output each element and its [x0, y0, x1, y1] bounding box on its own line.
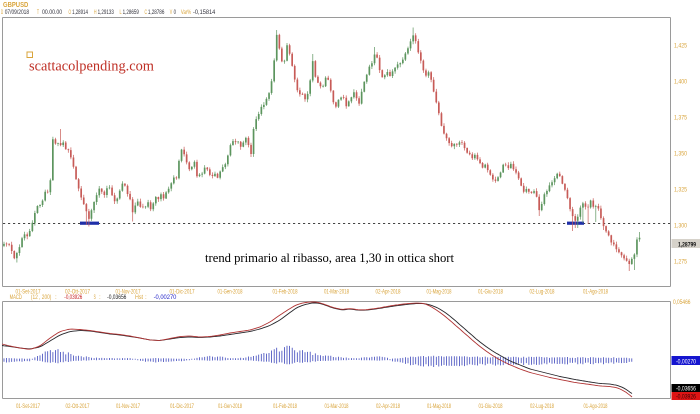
svg-text:01-Giu-2018: 01-Giu-2018 — [478, 288, 503, 295]
svg-text:-0,03926: -0,03926 — [676, 394, 696, 401]
svg-text:-0,00270: -0,00270 — [676, 358, 696, 365]
svg-text:1,300: 1,300 — [674, 222, 687, 229]
svg-text:O: O — [69, 10, 72, 16]
svg-text:1,28799: 1,28799 — [678, 241, 696, 248]
svg-text:MACD: MACD — [10, 294, 23, 301]
svg-text:01-Mar-2018: 01-Mar-2018 — [325, 404, 349, 410]
svg-text:02-Ott-2017: 02-Ott-2017 — [66, 404, 90, 410]
svg-text::: : — [145, 294, 147, 301]
svg-text:1,29133: 1,29133 — [98, 9, 114, 16]
svg-text:-0,03656: -0,03656 — [676, 386, 696, 393]
svg-text:C: C — [145, 10, 148, 16]
svg-text:01-Nov-2017: 01-Nov-2017 — [116, 288, 141, 295]
svg-text:-0,03926: -0,03926 — [64, 294, 82, 301]
svg-text:H: H — [94, 10, 97, 16]
svg-text:01-Mag-2018: 01-Mag-2018 — [427, 404, 451, 410]
svg-text:02-Apr-2018: 02-Apr-2018 — [376, 404, 400, 410]
svg-text:01-Dic-2017: 01-Dic-2017 — [170, 404, 194, 410]
svg-text:1,425: 1,425 — [674, 42, 687, 49]
svg-text:1,28786: 1,28786 — [148, 9, 165, 16]
svg-text:Var%: Var% — [181, 10, 192, 16]
svg-text:01-Giu-2018: 01-Giu-2018 — [479, 404, 503, 410]
svg-text:02-Lug-2018: 02-Lug-2018 — [530, 404, 554, 410]
svg-text:02-Apr-2018: 02-Apr-2018 — [376, 288, 401, 295]
svg-text:-0,03656: -0,03656 — [107, 294, 127, 301]
svg-text:01-Mar-2018: 01-Mar-2018 — [324, 288, 349, 295]
svg-text:Hst: Hst — [135, 294, 143, 301]
svg-text:01-Feb-2018: 01-Feb-2018 — [273, 404, 297, 410]
svg-text::: : — [55, 294, 57, 301]
svg-text::: : — [99, 294, 101, 301]
svg-text:-0,00270: -0,00270 — [154, 294, 177, 301]
svg-text:T: T — [37, 10, 39, 16]
svg-text:01-Gen-2018: 01-Gen-2018 — [218, 288, 243, 295]
svg-text:01-Ago-2018: 01-Ago-2018 — [584, 404, 608, 410]
svg-text:01-Set-2017: 01-Set-2017 — [16, 404, 40, 410]
svg-text:S: S — [94, 294, 96, 301]
svg-text:V: V — [170, 10, 173, 16]
svg-text:00.00.00: 00.00.00 — [42, 9, 62, 16]
svg-text:1,275: 1,275 — [674, 258, 687, 265]
svg-text:01-Nov-2017: 01-Nov-2017 — [116, 404, 140, 410]
svg-text:1,28659: 1,28659 — [123, 9, 139, 16]
svg-text:0,05466: 0,05466 — [673, 299, 691, 306]
svg-text:01-Ago-2018: 01-Ago-2018 — [583, 288, 608, 295]
svg-text:07/09/2018: 07/09/2018 — [5, 9, 30, 16]
svg-text:1,325: 1,325 — [674, 186, 687, 193]
svg-text:GBPUSD: GBPUSD — [3, 2, 28, 9]
svg-text:01-Feb-2018: 01-Feb-2018 — [273, 288, 298, 295]
svg-text:01-Gen-2018: 01-Gen-2018 — [218, 404, 242, 410]
svg-text:01-Dic-2017: 01-Dic-2017 — [170, 288, 195, 295]
svg-text:1,400: 1,400 — [674, 78, 687, 85]
svg-text:scattacolpending.com: scattacolpending.com — [29, 59, 154, 75]
svg-text:1,28914: 1,28914 — [72, 9, 88, 16]
svg-text:-0,15814: -0,15814 — [193, 9, 215, 16]
svg-text:D: D — [1, 10, 4, 16]
svg-text:1,350: 1,350 — [674, 150, 687, 157]
svg-text:01-Set-2017: 01-Set-2017 — [16, 288, 41, 295]
svg-text:1,375: 1,375 — [674, 114, 687, 121]
svg-text:01-Mag-2018: 01-Mag-2018 — [427, 288, 452, 295]
svg-text:0: 0 — [174, 9, 177, 16]
svg-text:L: L — [120, 10, 123, 16]
svg-text:trend primario al ribasso, are: trend primario al ribasso, area 1,30 in … — [205, 251, 455, 265]
svg-text:02-Lug-2018: 02-Lug-2018 — [530, 288, 555, 295]
svg-text:(12 , 200): (12 , 200) — [31, 294, 52, 301]
svg-text:02-Ott-2017: 02-Ott-2017 — [65, 288, 90, 295]
